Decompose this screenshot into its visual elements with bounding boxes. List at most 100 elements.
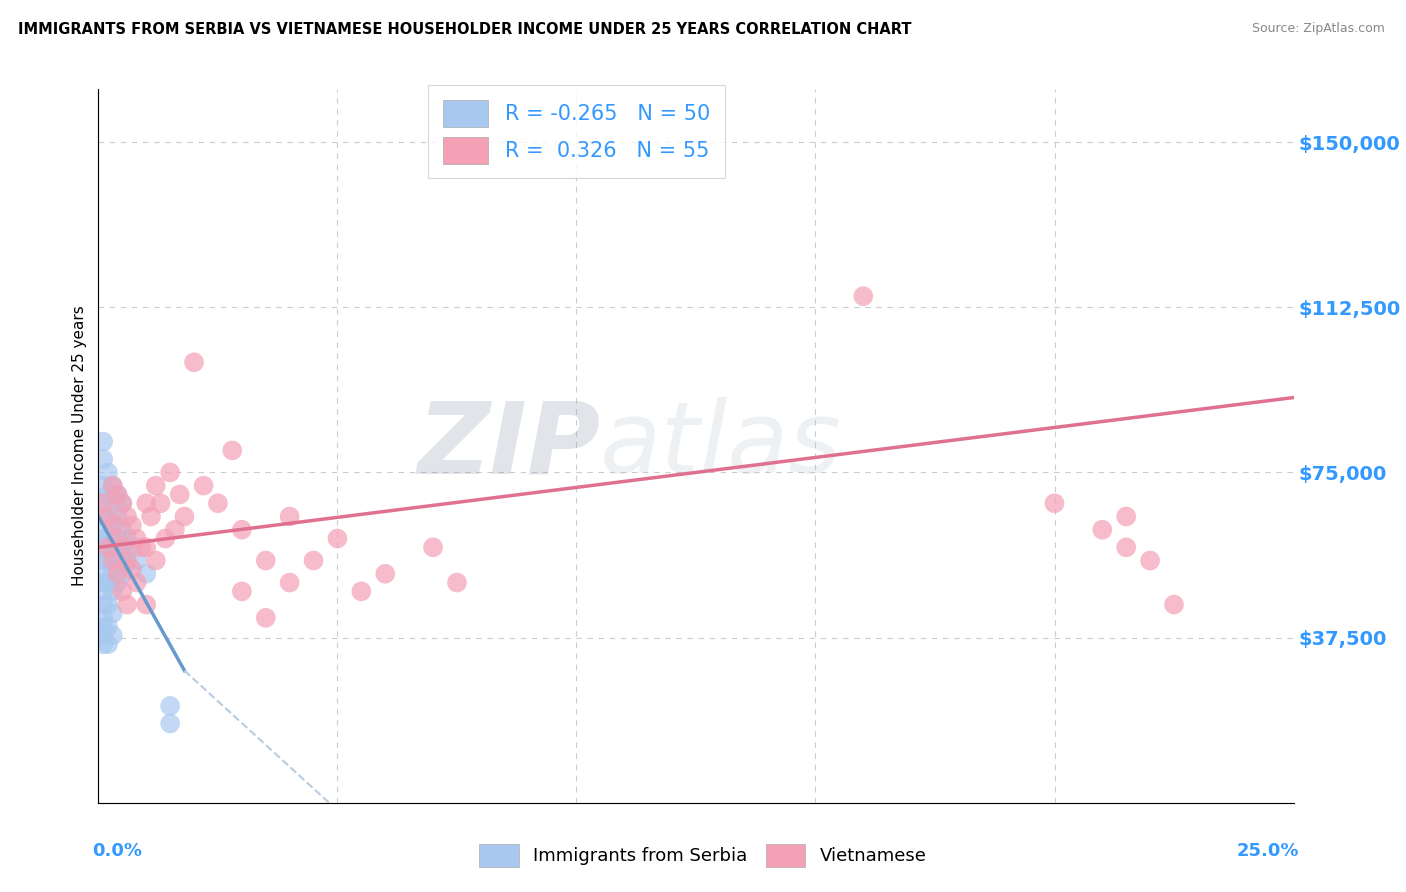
Point — [145, 553, 167, 567]
Point — [254, 553, 277, 567]
Point — [350, 584, 373, 599]
Point — [97, 575, 120, 590]
Text: 25.0%: 25.0% — [1237, 842, 1299, 860]
Point — [111, 523, 134, 537]
Point — [326, 532, 349, 546]
Point — [101, 628, 124, 642]
Point — [1163, 598, 1185, 612]
Point — [91, 584, 114, 599]
Point — [231, 523, 253, 537]
Point — [125, 575, 148, 590]
Point — [107, 566, 129, 581]
Point — [145, 478, 167, 492]
Text: ZIP: ZIP — [418, 398, 600, 494]
Legend: Immigrants from Serbia, Vietnamese: Immigrants from Serbia, Vietnamese — [472, 837, 934, 874]
Text: IMMIGRANTS FROM SERBIA VS VIETNAMESE HOUSEHOLDER INCOME UNDER 25 YEARS CORRELATI: IMMIGRANTS FROM SERBIA VS VIETNAMESE HOU… — [18, 22, 911, 37]
Point — [91, 553, 114, 567]
Point — [91, 598, 114, 612]
Point — [115, 509, 138, 524]
Point — [97, 553, 120, 567]
Point — [111, 545, 134, 559]
Point — [1091, 523, 1114, 537]
Point — [278, 509, 301, 524]
Point — [97, 619, 120, 633]
Point — [101, 496, 124, 510]
Point — [125, 553, 148, 567]
Y-axis label: Householder Income Under 25 years: Householder Income Under 25 years — [72, 306, 87, 586]
Point — [111, 566, 134, 581]
Point — [111, 496, 134, 510]
Point — [101, 607, 124, 621]
Point — [91, 434, 114, 449]
Point — [107, 575, 129, 590]
Point — [107, 532, 129, 546]
Point — [139, 509, 162, 524]
Point — [852, 289, 875, 303]
Point — [302, 553, 325, 567]
Point — [159, 716, 181, 731]
Point — [97, 466, 120, 480]
Point — [125, 532, 148, 546]
Point — [91, 611, 114, 625]
Point — [97, 509, 120, 524]
Point — [131, 541, 153, 555]
Text: Source: ZipAtlas.com: Source: ZipAtlas.com — [1251, 22, 1385, 36]
Point — [1043, 496, 1066, 510]
Point — [101, 478, 124, 492]
Point — [91, 566, 114, 581]
Point — [121, 562, 143, 576]
Point — [135, 496, 157, 510]
Point — [91, 509, 114, 524]
Point — [101, 553, 124, 567]
Point — [1115, 509, 1137, 524]
Point — [101, 541, 124, 555]
Point — [111, 584, 134, 599]
Point — [121, 518, 143, 533]
Point — [101, 478, 124, 492]
Point — [207, 496, 229, 510]
Point — [97, 509, 120, 524]
Point — [169, 487, 191, 501]
Point — [101, 562, 124, 576]
Point — [183, 355, 205, 369]
Legend: R = -0.265   N = 50, R =  0.326   N = 55: R = -0.265 N = 50, R = 0.326 N = 55 — [427, 86, 725, 178]
Point — [115, 532, 138, 546]
Point — [97, 598, 120, 612]
Point — [115, 553, 138, 567]
Point — [91, 575, 114, 590]
Text: atlas: atlas — [600, 398, 842, 494]
Point — [135, 541, 157, 555]
Point — [91, 532, 114, 546]
Point — [91, 478, 114, 492]
Point — [91, 496, 114, 510]
Point — [1115, 541, 1137, 555]
Point — [159, 698, 181, 713]
Point — [91, 496, 114, 510]
Point — [101, 518, 124, 533]
Point — [254, 611, 277, 625]
Point — [91, 637, 114, 651]
Point — [101, 518, 124, 533]
Point — [278, 575, 301, 590]
Point — [107, 487, 129, 501]
Point — [111, 541, 134, 555]
Point — [91, 619, 114, 633]
Point — [1139, 553, 1161, 567]
Point — [107, 553, 129, 567]
Point — [97, 532, 120, 546]
Point — [374, 566, 396, 581]
Point — [115, 558, 138, 572]
Point — [155, 532, 177, 546]
Point — [91, 628, 114, 642]
Point — [115, 598, 138, 612]
Point — [135, 598, 157, 612]
Point — [149, 496, 172, 510]
Point — [173, 509, 195, 524]
Point — [97, 541, 120, 555]
Point — [107, 532, 129, 546]
Point — [97, 637, 120, 651]
Point — [163, 523, 186, 537]
Point — [221, 443, 243, 458]
Point — [91, 541, 114, 555]
Point — [107, 509, 129, 524]
